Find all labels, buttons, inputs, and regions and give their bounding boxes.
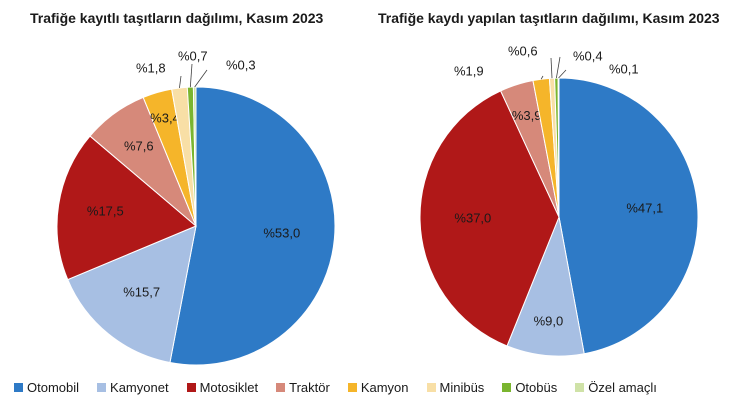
pie-left-label-otobus: %0,7: [178, 48, 208, 63]
pie-left-label-minibus: %1,8: [136, 60, 166, 75]
pie-right-leader-kamyon: [540, 75, 544, 80]
pie-right-label-minibus: %0,6: [508, 43, 538, 58]
pie-right-slice-motosiklet: [419, 90, 560, 347]
pie-right-label-traktor: %3,9: [512, 108, 542, 123]
legend-swatch-kamyon: [347, 383, 357, 392]
pie-left-leader-minibus: [179, 75, 182, 89]
pie-right-label-kamyon: %1,9: [454, 63, 484, 78]
pie-left-label-otomobil: %53,0: [263, 226, 300, 241]
pie-left-leader-ozel-amacli: [194, 69, 208, 88]
pie-right-slice-otomobil: [558, 77, 699, 355]
pie-right-label-motosiklet: %37,0: [454, 211, 491, 226]
legend-label-minibus: Minibüs: [439, 380, 485, 395]
pie-right: %47,1 %9,0 %37,0 %3,9 %1,9 %0,6 %0,4 %0,1: [419, 43, 699, 357]
pie-left-slice-kamyonet: [67, 225, 197, 364]
legend-label-traktor: Traktör: [289, 380, 330, 395]
pie-left-slice-otomobil: [169, 86, 336, 366]
legend-label-ozel-amacli: Özel amaçlı: [588, 380, 657, 395]
legend-swatch-otomobil: [14, 383, 23, 392]
left-chart-title: Trafiğe kayıtlı taşıtların dağılımı, Kas…: [30, 10, 324, 26]
right-chart-title: Trafiğe kaydı yapılan taşıtların dağılım…: [378, 10, 720, 26]
legend-label-kamyon: Kamyon: [360, 380, 409, 395]
pie-right-label-ozel-amacli: %0,1: [609, 61, 639, 76]
pie-left-label-ozel-amacli: %0,3: [226, 57, 256, 72]
pie-right-label-otomobil: %47,1: [626, 201, 663, 216]
pie-right-leader-minibus: [550, 57, 553, 79]
legend-item-minibus: Minibüs: [426, 380, 485, 395]
legend-swatch-minibus: [426, 383, 436, 392]
legend-item-kamyonet: Kamyonet: [97, 380, 169, 395]
legend-swatch-otobus: [502, 383, 512, 392]
legend-item-otobus: Otobüs: [502, 380, 557, 395]
legend-label-otobus: Otobüs: [515, 380, 558, 395]
legend-label-motosiklet: Motosiklet: [199, 380, 259, 395]
pie-left-label-traktor: %7,6: [124, 139, 154, 154]
pie-right-slice-kamyonet: [506, 215, 585, 357]
legend-item-otomobil: Otomobil: [14, 380, 79, 395]
pie-right-leader-otobus: [555, 56, 561, 79]
pie-left: %53,0 %15,7 %17,5 %7,6 %3,4 %1,8 %0,7 %0,3: [56, 48, 336, 366]
legend: Otomobil Kamyonet Motosiklet Traktör Kam…: [14, 380, 675, 395]
legend-item-ozel-amacli: Özel amaçlı: [575, 380, 657, 395]
legend-swatch-kamyonet: [97, 383, 107, 392]
legend-swatch-motosiklet: [186, 383, 196, 392]
legend-label-kamyonet: Kamyonet: [110, 380, 169, 395]
pie-left-label-kamyon: %3,4: [150, 111, 180, 126]
pie-right-label-otobus: %0,4: [573, 48, 603, 63]
pie-left-leader-otobus: [189, 63, 193, 88]
pie-left-label-motosiklet: %17,5: [87, 203, 124, 218]
pie-left-label-kamyonet: %15,7: [123, 284, 160, 299]
legend-item-kamyon: Kamyon: [347, 380, 409, 395]
pie-right-label-kamyonet: %9,0: [534, 314, 564, 329]
pie-right-leader-ozel-amacli: [558, 69, 567, 79]
pie-left-slice-motosiklet: [56, 135, 197, 281]
legend-swatch-ozel-amacli: [575, 383, 585, 392]
legend-item-motosiklet: Motosiklet: [186, 380, 259, 395]
legend-item-traktor: Traktör: [276, 380, 330, 395]
legend-label-otomobil: Otomobil: [27, 380, 80, 395]
legend-swatch-traktor: [276, 383, 286, 392]
